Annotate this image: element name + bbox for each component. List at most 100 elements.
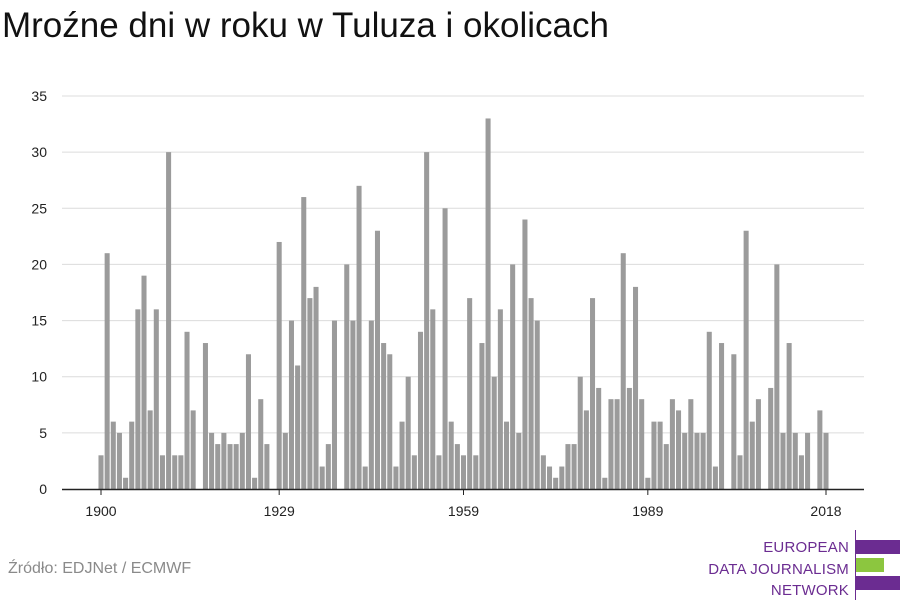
bar-2014 xyxy=(798,455,804,489)
y-tick-label: 25 xyxy=(31,200,47,216)
bars xyxy=(98,118,829,490)
bar-1934 xyxy=(307,298,313,489)
bar-1937 xyxy=(325,444,331,489)
bar-1999 xyxy=(706,331,712,489)
logo-text: EUROPEAN DATA JOURNALISM NETWORK xyxy=(708,530,856,600)
bar-1957 xyxy=(448,421,454,489)
source-note: Źródło: EDJNet / ECMWF xyxy=(8,560,192,577)
bar-1932 xyxy=(295,365,301,489)
bar-1909 xyxy=(153,309,159,489)
bar-1941 xyxy=(350,320,356,489)
bar-2015 xyxy=(805,432,811,489)
bar-1952 xyxy=(417,331,424,489)
bar-2006 xyxy=(749,421,755,489)
bar-1959 xyxy=(460,455,467,489)
logo-line-3: NETWORK xyxy=(770,582,849,599)
logo-line-1: EUROPEAN xyxy=(763,539,849,556)
bar-1920 xyxy=(221,432,227,489)
bar-2004 xyxy=(737,455,743,489)
logo-bars xyxy=(856,530,900,600)
bar-1994 xyxy=(676,410,682,489)
bar-1987 xyxy=(633,286,639,489)
bar-2018 xyxy=(823,432,829,489)
bar-1907 xyxy=(141,275,147,489)
bar-1910 xyxy=(159,455,165,489)
bar-1986 xyxy=(626,387,632,489)
bar-1936 xyxy=(319,466,325,489)
bar-1990 xyxy=(651,421,657,489)
bar-1906 xyxy=(135,309,141,489)
bar-1948 xyxy=(393,466,399,489)
bar-1912 xyxy=(172,455,178,489)
bar-1968 xyxy=(516,432,522,489)
y-tick-label: 30 xyxy=(31,144,47,160)
bar-1903 xyxy=(116,432,122,489)
bar-1904 xyxy=(123,477,129,489)
bar-1997 xyxy=(694,432,700,489)
bar-1945 xyxy=(374,230,380,490)
bar-1979 xyxy=(583,410,589,489)
bar-1943 xyxy=(362,466,368,489)
bar-1962 xyxy=(479,343,485,489)
bar-2005 xyxy=(743,230,749,490)
bar-1993 xyxy=(669,399,675,489)
chart-title: Mroźne dni w roku w Tuluza i okolicach xyxy=(2,6,609,45)
bar-1914 xyxy=(184,331,190,489)
bar-1924 xyxy=(245,354,251,489)
bar-1982 xyxy=(602,477,608,489)
bar-1947 xyxy=(387,354,393,489)
bar-1967 xyxy=(510,264,516,489)
bar-1946 xyxy=(381,343,387,489)
bar-2009 xyxy=(768,387,774,489)
bar-1931 xyxy=(288,320,294,489)
logo-bar-top xyxy=(856,540,900,554)
bar-1978 xyxy=(577,376,583,489)
bar-1922 xyxy=(233,444,239,489)
bar-1944 xyxy=(368,320,374,489)
bar-1971 xyxy=(534,320,540,489)
bar-1970 xyxy=(528,298,534,489)
bar-1908 xyxy=(147,410,153,489)
bar-1911 xyxy=(166,152,172,489)
logo-bar-middle xyxy=(856,558,884,572)
bar-1995 xyxy=(682,432,688,489)
bar-1972 xyxy=(540,455,546,489)
y-tick-label: 10 xyxy=(31,369,47,385)
bar-2010 xyxy=(774,264,780,489)
x-tick-label: 1929 xyxy=(264,503,295,519)
bar-1935 xyxy=(313,286,319,489)
bar-1988 xyxy=(639,399,645,489)
bar-1900 xyxy=(98,455,104,489)
bar-1980 xyxy=(590,298,596,489)
bar-1913 xyxy=(178,455,184,489)
bar-1930 xyxy=(282,432,288,489)
bar-2013 xyxy=(792,432,798,489)
bar-1960 xyxy=(467,298,473,489)
x-axis-ticks: 1900 1929 1959 1989 2018 xyxy=(85,489,842,519)
bar-1974 xyxy=(553,477,559,489)
bar-1961 xyxy=(473,455,479,489)
bar-1938 xyxy=(331,320,337,489)
bar-1992 xyxy=(663,444,669,489)
bar-1901 xyxy=(104,253,110,489)
bar-1998 xyxy=(700,432,706,489)
bar-1956 xyxy=(442,208,448,490)
bar-1983 xyxy=(608,399,614,489)
bar-1942 xyxy=(356,185,362,489)
y-tick-label: 35 xyxy=(31,88,47,104)
bar-1929 xyxy=(276,241,282,489)
bar-1955 xyxy=(436,455,442,489)
bar-1950 xyxy=(405,376,411,489)
bar-1927 xyxy=(264,444,270,489)
bar-1966 xyxy=(503,421,510,489)
y-axis-ticks: 0 5 10 15 20 25 30 35 xyxy=(31,88,47,497)
bar-1984 xyxy=(614,399,620,489)
y-tick-label: 15 xyxy=(31,313,47,329)
y-tick-label: 20 xyxy=(31,256,47,272)
logo-line-2: DATA JOURNALISM xyxy=(708,560,849,578)
bar-1915 xyxy=(190,410,196,489)
bar-1917 xyxy=(202,343,208,489)
bar-1975 xyxy=(559,466,565,489)
bar-1940 xyxy=(344,264,350,489)
bar-1958 xyxy=(454,444,460,489)
